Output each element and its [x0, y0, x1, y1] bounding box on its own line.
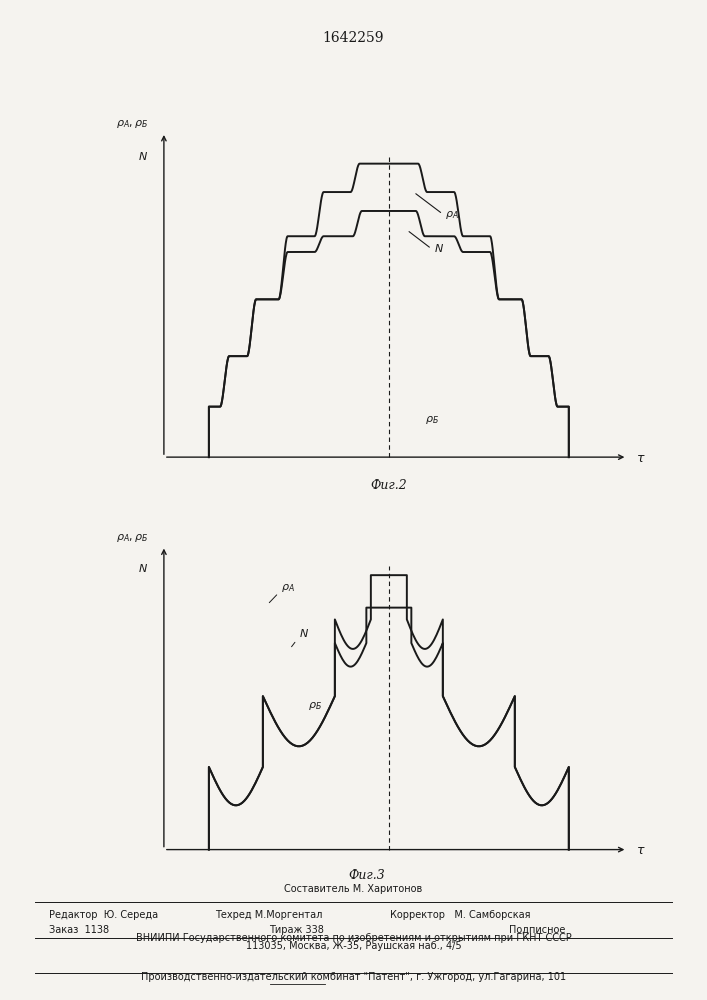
- Text: Корректор   М. Самборская: Корректор М. Самборская: [390, 910, 530, 920]
- Text: Редактор  Ю. Середа: Редактор Ю. Середа: [49, 910, 158, 920]
- Text: Техред М.Моргентал: Техред М.Моргентал: [215, 910, 322, 920]
- Text: 1642259: 1642259: [323, 31, 384, 45]
- Text: Фиг.2: Фиг.2: [370, 479, 407, 492]
- Text: $\tau$: $\tau$: [636, 844, 646, 857]
- Text: Составитель М. Харитонов: Составитель М. Харитонов: [284, 884, 423, 894]
- Text: ВНИИПИ Государственного комитета по изобретениям и открытиям при ГКНТ СССР: ВНИИПИ Государственного комитета по изоб…: [136, 933, 571, 943]
- Text: 113035, Москва, Ж-35, Раушская наб., 4/5: 113035, Москва, Ж-35, Раушская наб., 4/5: [246, 941, 461, 951]
- Text: $\tau$: $\tau$: [636, 452, 646, 465]
- Text: $\rho_Б$: $\rho_Б$: [425, 414, 439, 426]
- Text: $\rho_A, \rho_Б$: $\rho_A, \rho_Б$: [116, 118, 148, 130]
- Text: $N$: $N$: [434, 242, 444, 254]
- Text: $N$: $N$: [138, 150, 148, 162]
- Text: Заказ  1138: Заказ 1138: [49, 925, 110, 935]
- Text: $N$: $N$: [299, 627, 309, 639]
- Text: $N$: $N$: [138, 562, 148, 574]
- Text: $\rho_A$: $\rho_A$: [281, 582, 295, 594]
- Text: $\rho_A$: $\rho_A$: [445, 209, 459, 221]
- Text: $\rho_Б$: $\rho_Б$: [308, 700, 322, 712]
- Text: Подписное: Подписное: [509, 925, 566, 935]
- Text: Тираж 338: Тираж 338: [269, 925, 325, 935]
- Text: $\rho_A, \rho_Б$: $\rho_A, \rho_Б$: [116, 532, 148, 544]
- Text: Производственно-издательский комбинат "Патент", г. Ужгород, ул.Гагарина, 101: Производственно-издательский комбинат "П…: [141, 972, 566, 982]
- Text: Фиг.3: Фиг.3: [348, 869, 385, 882]
